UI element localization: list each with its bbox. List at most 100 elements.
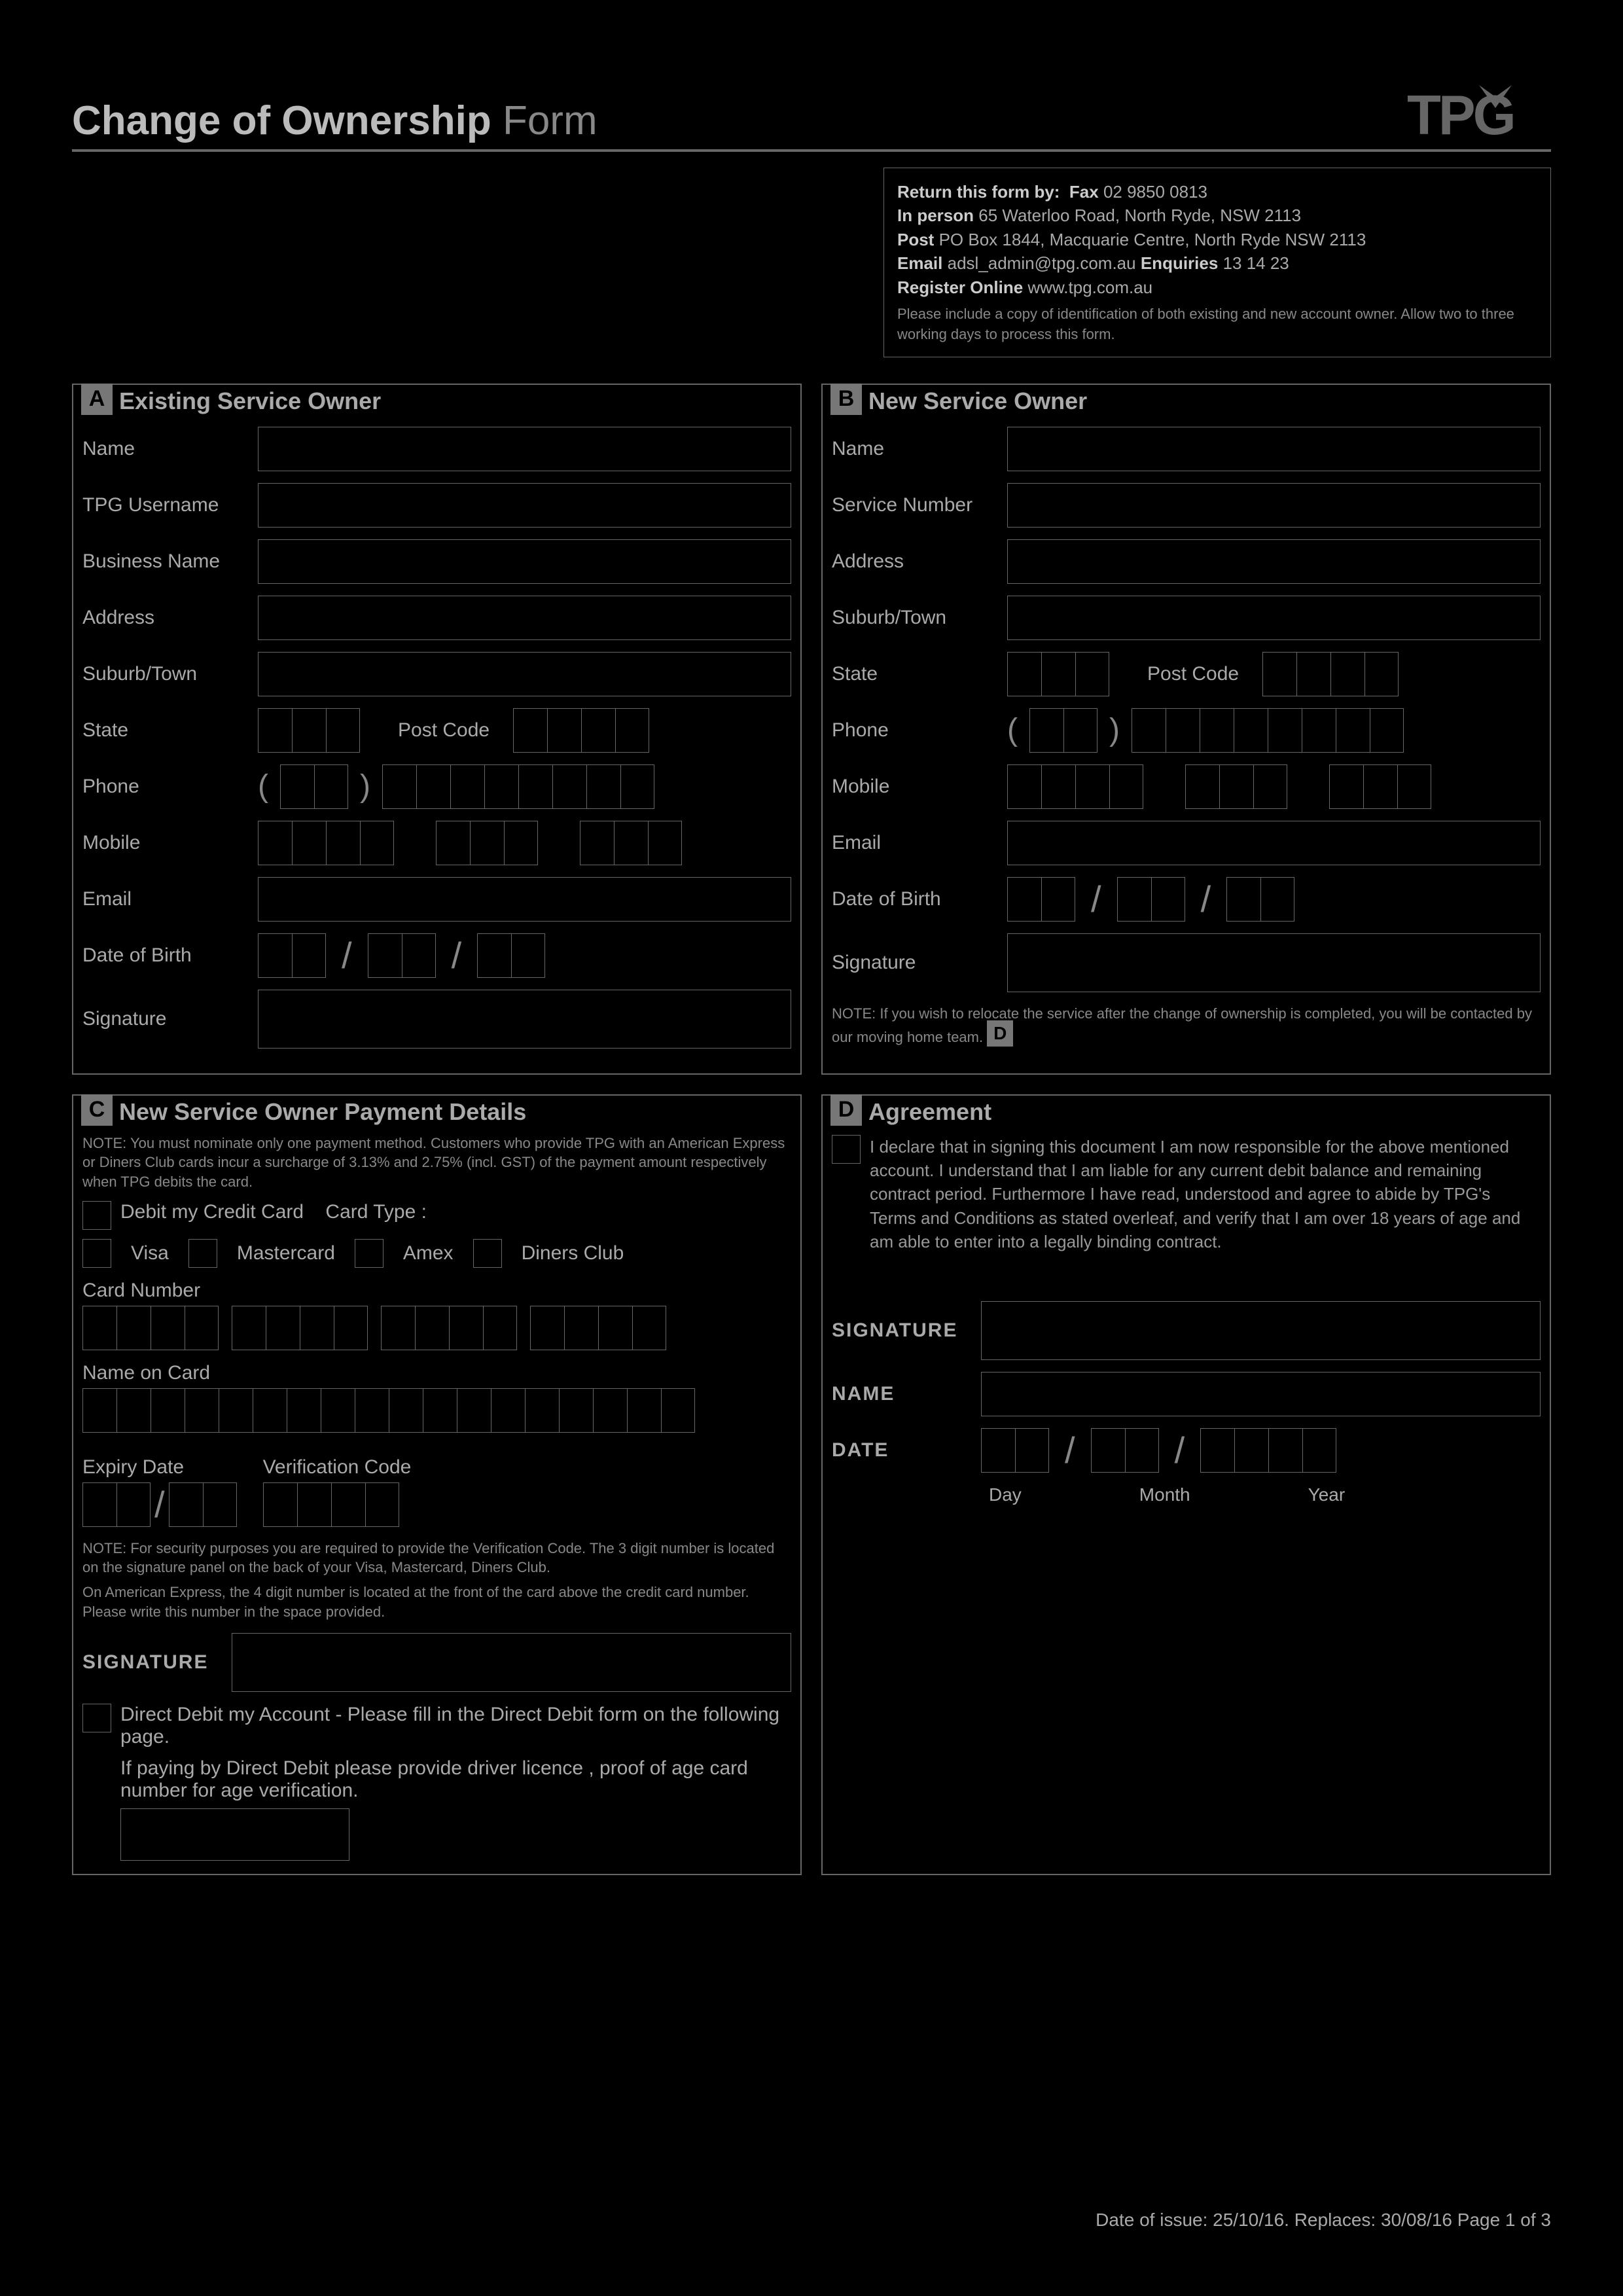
input-mobile-1[interactable]	[1007, 764, 1143, 809]
label-name: Name	[832, 438, 995, 460]
input-signature[interactable]	[258, 990, 791, 1049]
input-dob-y[interactable]	[477, 933, 545, 978]
label-signature: SIGNATURE	[82, 1651, 220, 1674]
input-phone[interactable]	[1132, 708, 1404, 753]
label-suburb: Suburb/Town	[82, 663, 246, 685]
date-sublabels: DayMonthYear	[989, 1484, 1541, 1505]
label-signature: Signature	[832, 952, 995, 974]
input-state[interactable]	[258, 708, 360, 753]
page-title: Change of Ownership Form	[72, 98, 1381, 144]
checkbox-diners[interactable]	[473, 1239, 502, 1268]
input-dob-m[interactable]	[368, 933, 436, 978]
section-title: Agreement	[868, 1094, 991, 1126]
label-date: DATE	[832, 1439, 969, 1462]
section-title: Existing Service Owner	[119, 384, 381, 415]
input-name-on-card[interactable]	[82, 1388, 791, 1433]
checkbox-visa[interactable]	[82, 1239, 111, 1268]
section-d-agreement: D Agreement I declare that in signing th…	[821, 1094, 1551, 1876]
input-dob-d[interactable]	[258, 933, 326, 978]
section-a-existing-owner: A Existing Service Owner Name TPG Userna…	[72, 384, 802, 1075]
input-email[interactable]	[258, 877, 791, 922]
input-mobile-1[interactable]	[258, 821, 394, 865]
label-suburb: Suburb/Town	[832, 607, 995, 629]
input-service-number[interactable]	[1007, 483, 1541, 528]
input-signature[interactable]	[232, 1633, 791, 1692]
label-state: State	[82, 719, 246, 742]
svg-text:TPG: TPG	[1407, 84, 1514, 144]
checkbox-direct-debit[interactable]	[82, 1704, 111, 1732]
input-phone-area[interactable]	[1029, 708, 1097, 753]
input-mobile-2[interactable]	[436, 821, 538, 865]
input-name[interactable]	[981, 1372, 1541, 1416]
input-exp-m[interactable]	[82, 1482, 151, 1527]
label-expiry: Expiry Date	[82, 1456, 237, 1479]
input-card-number[interactable]	[82, 1306, 791, 1350]
label-verification: Verification Code	[263, 1456, 412, 1479]
input-postcode[interactable]	[513, 708, 649, 753]
page-header: Change of Ownership Form TPG	[72, 79, 1551, 152]
label-signature: SIGNATURE	[832, 1319, 969, 1342]
label-name-on-card: Name on Card	[82, 1362, 791, 1384]
label-card-number: Card Number	[82, 1280, 791, 1302]
input-suburb[interactable]	[258, 652, 791, 696]
label-mobile: Mobile	[82, 832, 246, 854]
agreement-text: I declare that in signing this document …	[870, 1135, 1541, 1254]
label-mobile: Mobile	[832, 776, 995, 798]
checkbox-mastercard[interactable]	[188, 1239, 217, 1268]
label-business: Business Name	[82, 550, 246, 573]
input-mobile-3[interactable]	[580, 821, 682, 865]
input-date-y[interactable]	[1200, 1428, 1336, 1473]
input-address[interactable]	[1007, 539, 1541, 584]
label-name: NAME	[832, 1383, 969, 1405]
label-dob: Date of Birth	[832, 888, 995, 910]
input-mobile-3[interactable]	[1329, 764, 1431, 809]
section-c-payment: C New Service Owner Payment Details NOTE…	[72, 1094, 802, 1876]
label-address: Address	[82, 607, 246, 629]
label-name: Name	[82, 438, 246, 460]
checkbox-debit-cc[interactable]	[82, 1201, 111, 1230]
input-signature[interactable]	[981, 1301, 1541, 1360]
section-title: New Service Owner	[868, 384, 1087, 415]
input-name[interactable]	[1007, 427, 1541, 471]
input-exp-y[interactable]	[169, 1482, 237, 1527]
page-footer: Date of issue: 25/10/16. Replaces: 30/08…	[1096, 2210, 1551, 2231]
input-state[interactable]	[1007, 652, 1109, 696]
note-cvv: NOTE: For security purposes you are requ…	[82, 1539, 791, 1577]
input-licence-number[interactable]	[120, 1808, 349, 1861]
label-postcode: Post Code	[1147, 663, 1239, 685]
label-postcode: Post Code	[398, 719, 490, 742]
input-date-d[interactable]	[981, 1428, 1049, 1473]
input-phone[interactable]	[382, 764, 654, 809]
label-address: Address	[832, 550, 995, 573]
input-suburb[interactable]	[1007, 596, 1541, 640]
note-relocate: NOTE: If you wish to relocate the servic…	[832, 1004, 1541, 1050]
input-verification[interactable]	[263, 1482, 412, 1527]
label-email: Email	[82, 888, 246, 910]
return-info-box: Return this form by: Fax 02 9850 0813 In…	[883, 168, 1551, 357]
input-postcode[interactable]	[1262, 652, 1399, 696]
input-address[interactable]	[258, 596, 791, 640]
note-surcharge: NOTE: You must nominate only one payment…	[82, 1134, 791, 1192]
input-signature[interactable]	[1007, 933, 1541, 992]
input-business[interactable]	[258, 539, 791, 584]
input-phone-area[interactable]	[280, 764, 348, 809]
section-letter: B	[830, 384, 862, 415]
checkbox-agreement[interactable]	[832, 1135, 861, 1164]
input-email[interactable]	[1007, 821, 1541, 865]
input-dob-y[interactable]	[1226, 877, 1294, 922]
input-name[interactable]	[258, 427, 791, 471]
note-amex-cvv: On American Express, the 4 digit number …	[82, 1583, 791, 1621]
section-letter: A	[81, 384, 113, 415]
input-mobile-2[interactable]	[1185, 764, 1287, 809]
label-phone: Phone	[832, 719, 995, 742]
input-dob-m[interactable]	[1117, 877, 1185, 922]
input-username[interactable]	[258, 483, 791, 528]
label-username: TPG Username	[82, 494, 246, 516]
label-phone: Phone	[82, 776, 246, 798]
tpg-logo: TPG	[1381, 79, 1551, 144]
label-dd-id: If paying by Direct Debit please provide…	[120, 1757, 791, 1802]
input-dob-d[interactable]	[1007, 877, 1075, 922]
input-date-m[interactable]	[1091, 1428, 1159, 1473]
label-email: Email	[832, 832, 995, 854]
checkbox-amex[interactable]	[355, 1239, 383, 1268]
